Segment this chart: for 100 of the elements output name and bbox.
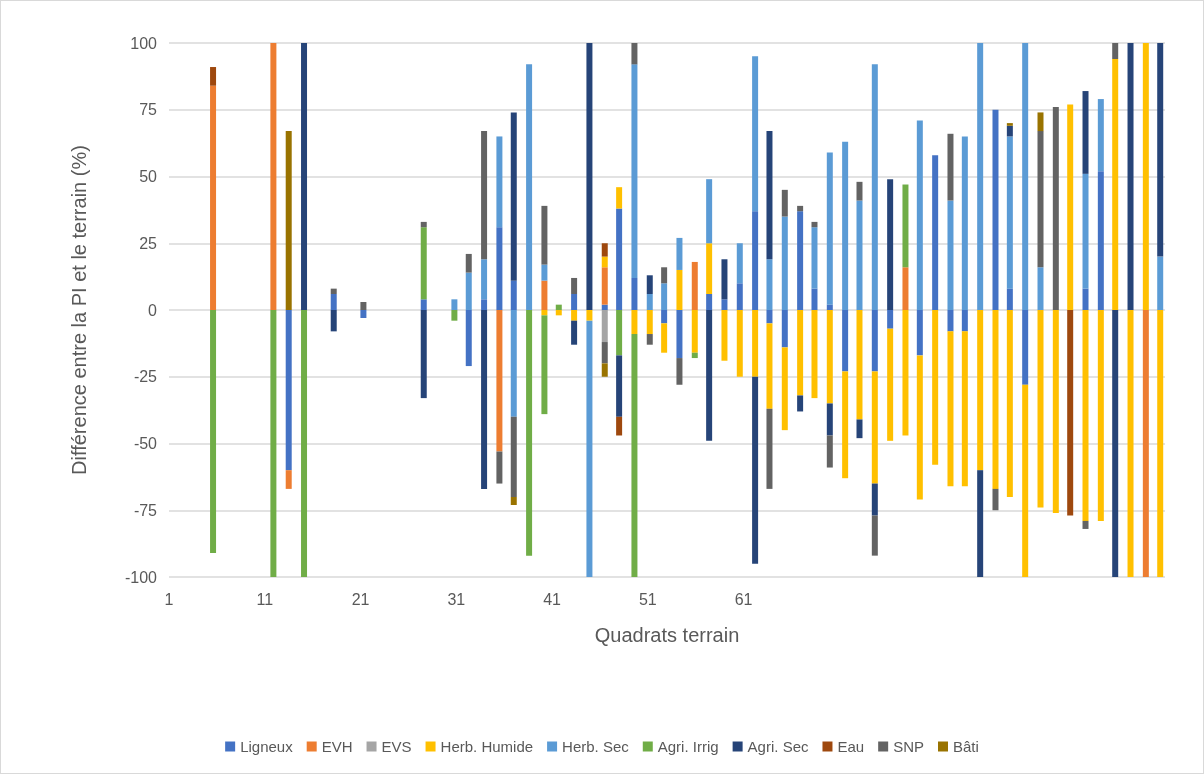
bar	[871, 483, 878, 516]
bar	[947, 133, 954, 201]
bar	[811, 221, 818, 228]
bar	[541, 280, 548, 310]
bar	[932, 310, 939, 465]
bar	[1097, 99, 1104, 172]
bar	[676, 269, 683, 310]
bar	[977, 43, 984, 310]
bar	[496, 136, 503, 228]
bar	[1157, 310, 1164, 577]
bar	[601, 342, 608, 364]
bar	[736, 243, 743, 284]
bar	[676, 310, 683, 359]
bar	[496, 310, 503, 452]
bar	[947, 200, 954, 310]
bar	[360, 310, 367, 319]
bar	[646, 293, 653, 310]
y-tick-label: -25	[133, 368, 158, 386]
bar	[1097, 171, 1104, 310]
bar	[752, 211, 759, 310]
bar	[210, 85, 217, 310]
bar	[902, 310, 909, 436]
bar	[481, 259, 488, 300]
bar	[601, 243, 608, 257]
bar	[871, 371, 878, 484]
bar	[1052, 107, 1059, 310]
bar	[285, 470, 292, 489]
bar	[285, 310, 292, 471]
bar	[842, 310, 849, 372]
bar	[961, 331, 968, 487]
bar	[541, 310, 548, 316]
bar	[270, 43, 277, 310]
bar	[856, 310, 863, 420]
x-tick-label: 51	[638, 590, 657, 608]
legend-label: SNP	[893, 738, 925, 755]
bar	[977, 310, 984, 471]
bar	[1112, 59, 1119, 310]
bar	[752, 310, 759, 377]
bar	[646, 310, 653, 335]
y-tick-label: 25	[139, 234, 158, 252]
bar	[1037, 112, 1044, 132]
bar	[1037, 310, 1044, 508]
bar	[721, 259, 728, 300]
x-tick-label: 31	[447, 590, 466, 608]
bar	[631, 334, 638, 577]
legend-label: Herb. Sec	[562, 738, 630, 755]
bar	[555, 310, 562, 316]
bar	[661, 323, 668, 353]
bar	[541, 264, 548, 281]
legend-label: EVS	[381, 738, 412, 755]
bar	[1112, 43, 1119, 60]
bar	[555, 304, 562, 310]
bar	[510, 280, 517, 310]
bar	[1067, 104, 1074, 310]
legend-label: Eau	[837, 738, 865, 755]
bar	[691, 261, 698, 310]
bar	[1082, 288, 1089, 310]
bar	[586, 320, 593, 577]
bar	[285, 131, 292, 310]
bar	[1127, 310, 1134, 577]
bar	[631, 310, 638, 335]
bar	[465, 253, 472, 273]
y-tick-label: -50	[133, 435, 158, 452]
bar	[706, 310, 713, 441]
legend-label: EVH	[321, 738, 353, 755]
bar	[1157, 256, 1164, 310]
bar	[330, 288, 337, 294]
bar	[752, 376, 759, 564]
legend-label: Ligneux	[240, 738, 294, 755]
bar	[1142, 43, 1149, 310]
bar	[1112, 310, 1119, 577]
bar	[736, 310, 743, 377]
bar	[646, 275, 653, 294]
bar	[826, 304, 833, 310]
bar	[601, 267, 608, 305]
bar	[631, 64, 638, 278]
legend-label: Agri. Irrig	[657, 738, 719, 755]
bar	[601, 310, 608, 343]
bar	[871, 64, 878, 310]
x-tick-label: 1	[164, 590, 174, 608]
bar	[902, 184, 909, 268]
bar	[360, 301, 367, 310]
bar	[781, 189, 788, 217]
bar	[706, 179, 713, 244]
bar	[916, 355, 923, 500]
bar	[616, 310, 623, 356]
bar	[420, 221, 427, 228]
bar	[902, 267, 909, 310]
bar	[451, 299, 458, 310]
x-axis-title: Quadrats terrain	[594, 624, 740, 646]
bar	[797, 211, 804, 310]
y-axis-title: Différence entre la PI et le terrain (%)	[68, 145, 90, 475]
bar	[465, 310, 472, 367]
bar	[706, 293, 713, 310]
bar	[797, 310, 804, 396]
bar	[676, 237, 683, 270]
legend-label: Agri. Sec	[747, 738, 809, 755]
bar	[766, 131, 773, 260]
bar	[541, 315, 548, 415]
bar	[992, 310, 999, 489]
